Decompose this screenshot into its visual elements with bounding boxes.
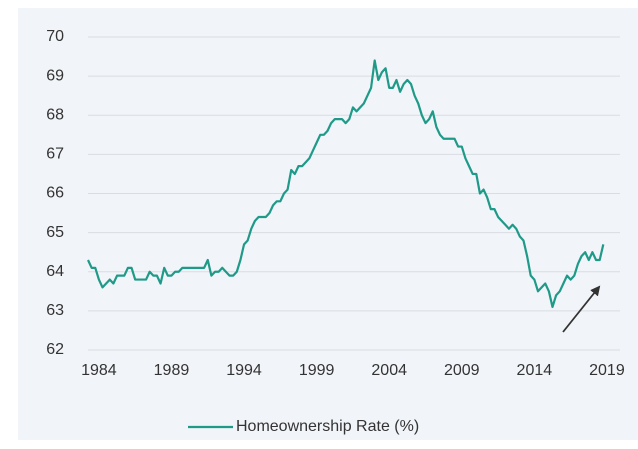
x-tick-label: 1999 (299, 362, 335, 379)
y-tick-label: 66 (46, 185, 64, 202)
legend-label: Homeownership Rate (%) (236, 418, 419, 435)
y-tick-label: 68 (46, 106, 64, 123)
y-tick-label: 70 (46, 28, 64, 45)
x-tick-label: 1994 (226, 362, 262, 379)
x-tick-label: 2009 (444, 362, 480, 379)
data-line (87, 59, 605, 309)
x-tick-label: 2014 (517, 362, 553, 379)
x-tick-label: 1989 (154, 362, 190, 379)
y-tick-label: 64 (46, 263, 64, 280)
y-tick-label: 65 (46, 224, 64, 241)
x-tick-label: 2019 (589, 362, 625, 379)
y-tick-label: 63 (46, 302, 64, 319)
annotation-arrow (562, 285, 601, 333)
x-tick-label: 1984 (81, 362, 117, 379)
y-tick-label: 69 (46, 67, 64, 84)
y-tick-label: 62 (46, 341, 64, 358)
x-tick-label: 2004 (371, 362, 407, 379)
y-tick-label: 67 (46, 146, 64, 163)
chart-background (18, 8, 638, 440)
